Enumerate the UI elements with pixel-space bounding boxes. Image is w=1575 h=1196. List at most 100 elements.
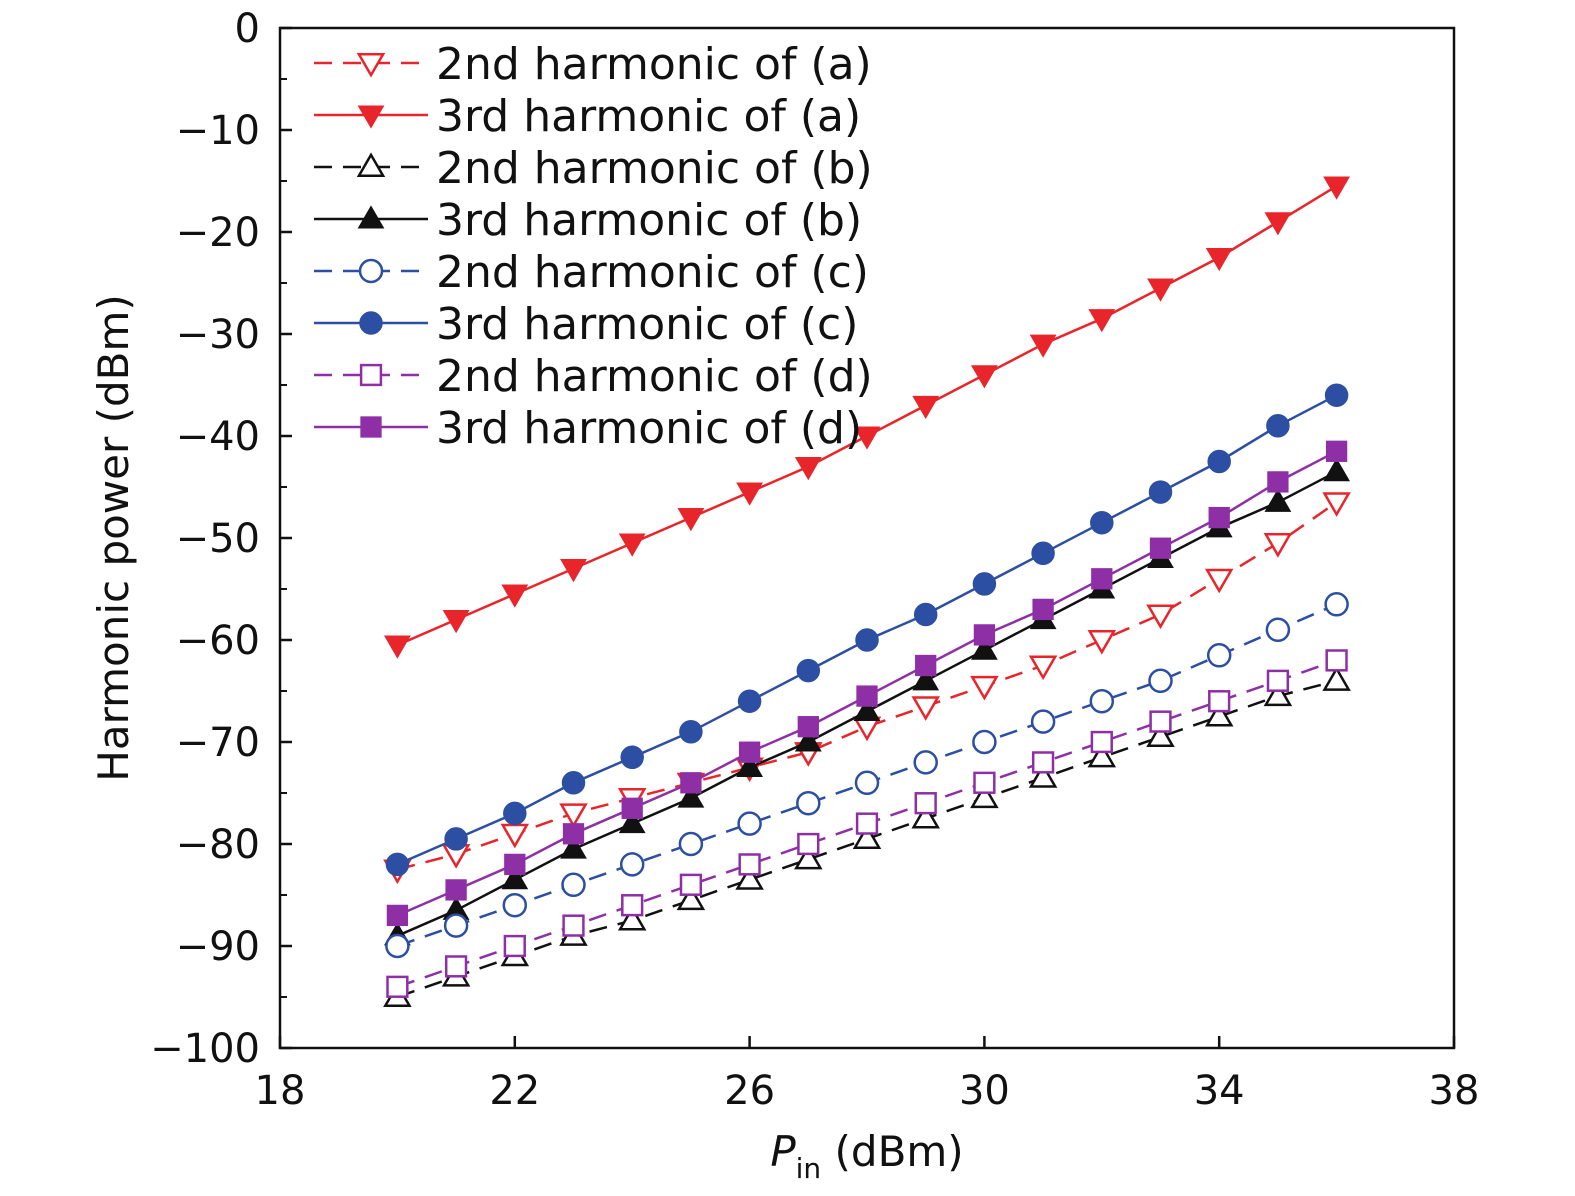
series-3-point-27 — [794, 844, 823, 870]
y-tick-label--10: −10 — [176, 108, 260, 154]
legend-marker-6 — [359, 311, 383, 335]
series-2-point-34 — [1205, 247, 1233, 272]
legend-label-4: 3rd harmonic of (b) — [436, 195, 862, 246]
legend-entry-7: 2nd harmonic of (d) — [314, 351, 873, 402]
y-tick-label--100: −100 — [150, 1026, 260, 1072]
series-3-point-36 — [1322, 666, 1351, 691]
legend: 2nd harmonic of (a)3rd harmonic of (a)2n… — [314, 39, 873, 454]
series-5-point-20 — [385, 933, 410, 959]
series-4-point-29 — [912, 667, 940, 691]
series-6-point-27 — [796, 658, 821, 683]
y-tick-label--30: −30 — [176, 312, 260, 358]
series-3-point-28 — [852, 824, 882, 849]
series-6-point-33 — [1148, 480, 1173, 504]
series-4-point-27 — [794, 728, 822, 752]
series-4-point-25 — [677, 784, 705, 808]
series-1-point-31 — [1028, 655, 1058, 681]
series-6-point-30 — [972, 572, 997, 596]
series-4-point-28 — [853, 697, 881, 721]
series-8-point-23 — [562, 823, 585, 845]
x-tick-label-30: 30 — [959, 1068, 1010, 1114]
series-5-point-34 — [1206, 643, 1232, 668]
series-8-point-30 — [973, 624, 996, 646]
series-2-point-27 — [794, 457, 822, 481]
series-8-point-32 — [1091, 568, 1113, 590]
series-2-point-36 — [1323, 176, 1351, 200]
legend-label-1: 2nd harmonic of (a) — [436, 39, 872, 90]
series-2-point-35 — [1264, 212, 1292, 236]
y-tick-label--40: −40 — [176, 414, 260, 460]
series-5-point-35 — [1265, 617, 1291, 643]
series-5-point-27 — [796, 790, 821, 816]
series-8-point-24 — [621, 797, 643, 819]
series-3 — [383, 666, 1351, 1008]
series-5-point-29 — [913, 750, 938, 775]
series-2-point-30 — [970, 365, 998, 389]
series-2-point-26 — [736, 482, 764, 506]
series-1-point-33 — [1146, 604, 1175, 630]
legend-entry-6: 3rd harmonic of (c) — [314, 299, 858, 350]
series-7-point-35 — [1266, 669, 1290, 692]
series-8-point-20 — [386, 904, 409, 927]
series-7-point-36 — [1325, 649, 1348, 672]
series-7-point-30 — [973, 771, 996, 794]
y-tick-label--90: −90 — [176, 924, 260, 970]
series-5-point-32 — [1089, 688, 1115, 714]
series-7-point-33 — [1149, 710, 1172, 733]
series-5-point-22 — [502, 892, 528, 918]
series-6-point-21 — [444, 827, 468, 851]
series-4-point-35 — [1264, 488, 1292, 512]
series-5-point-31 — [1030, 709, 1056, 734]
legend-marker-4 — [357, 205, 385, 229]
series-1-point-23 — [559, 803, 588, 828]
series-2-point-24 — [618, 533, 646, 557]
series-8-point-33 — [1149, 537, 1172, 559]
series-line-1 — [397, 501, 1338, 871]
series-7-point-32 — [1090, 730, 1113, 754]
series-5-point-23 — [561, 872, 586, 898]
series-7-point-31 — [1031, 751, 1055, 774]
x-tick-label-18: 18 — [255, 1068, 306, 1114]
y-tick-label-0: 0 — [235, 6, 260, 52]
series-6-point-20 — [385, 852, 410, 877]
series-3-point-26 — [735, 865, 764, 890]
x-axis-title-subscript: in — [796, 1152, 822, 1185]
series-6-point-29 — [913, 602, 938, 627]
x-tick-label-34: 34 — [1194, 1068, 1245, 1114]
series-5-point-30 — [972, 729, 997, 755]
series-2-point-32 — [1088, 309, 1116, 333]
series-1-point-29 — [911, 696, 940, 721]
series-6-point-26 — [737, 689, 762, 713]
series-4-point-22 — [501, 866, 529, 890]
series-2-point-21 — [442, 610, 470, 634]
series-8-point-31 — [1032, 598, 1054, 621]
legend-entry-8: 3rd harmonic of (d) — [314, 403, 862, 454]
series-4-point-36 — [1323, 458, 1351, 482]
y-tick-label--50: −50 — [176, 516, 260, 562]
series-4-point-24 — [618, 810, 646, 834]
series-3-point-33 — [1146, 722, 1175, 747]
series-7-point-25 — [679, 873, 703, 896]
x-tick-label-22: 22 — [489, 1068, 540, 1114]
legend-entry-3: 2nd harmonic of (b) — [314, 143, 873, 194]
series-4-point-23 — [560, 835, 587, 859]
series-7-point-24 — [621, 894, 644, 917]
series-5-point-26 — [737, 811, 762, 836]
series-8-point-27 — [797, 716, 819, 738]
series-8-point-36 — [1325, 440, 1348, 462]
x-axis-title: Pin (dBm) — [770, 1127, 963, 1185]
series-8-point-25 — [680, 772, 702, 794]
x-tick-label-26: 26 — [724, 1068, 775, 1114]
series-8-point-28 — [856, 685, 878, 707]
legend-entry-1: 2nd harmonic of (a) — [314, 39, 872, 90]
legend-label-2: 3rd harmonic of (a) — [436, 91, 861, 142]
series-7-point-22 — [503, 934, 526, 958]
series-3-point-29 — [911, 803, 940, 829]
series-3-point-35 — [1263, 681, 1293, 707]
series-1-point-28 — [852, 716, 882, 742]
series-5-point-24 — [619, 852, 645, 877]
legend-marker-7 — [359, 363, 383, 387]
series-7-point-23 — [562, 914, 585, 937]
legend-marker-1 — [356, 52, 386, 78]
